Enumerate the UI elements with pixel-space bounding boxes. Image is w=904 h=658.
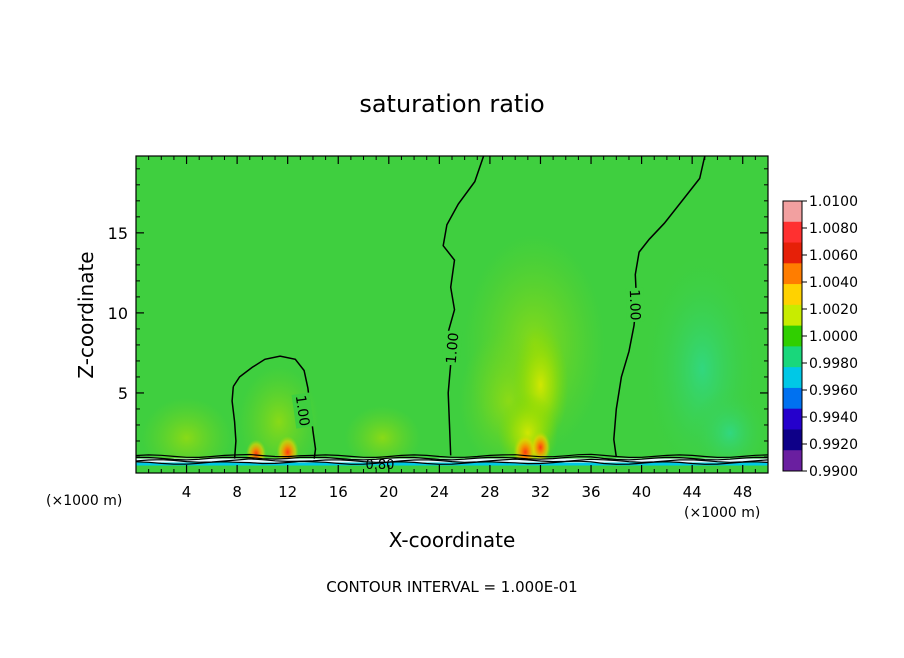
field-shade-12 [530, 431, 551, 464]
contour-label-group-2: 1.00 [625, 287, 645, 323]
y-tick-label-5: 5 [118, 384, 128, 403]
contour-label-1: 1.00 [444, 332, 463, 364]
contour-line-3 [613, 156, 706, 458]
x-tick-label-36: 36 [581, 483, 600, 501]
x-unit-left: (×1000 m) [46, 493, 122, 509]
field-shade-5 [141, 397, 232, 473]
x-tick-label-4: 4 [182, 483, 192, 501]
colorbar-label-1: 1.0080 [809, 221, 858, 237]
chart-title: saturation ratio [359, 90, 544, 118]
y-tick-label-10: 10 [108, 304, 128, 323]
colorbar-label-9: 0.9920 [809, 437, 858, 453]
contour-label-bg-0 [291, 392, 315, 429]
colorbar-swatch-8 [783, 367, 802, 389]
colorbar-label-0: 1.0100 [809, 194, 858, 210]
contour-label-group-1: 1.00 [441, 330, 463, 366]
plot-area: 1.00 1.00 1.00 0.80 [135, 155, 769, 474]
contour-label-bg-1 [441, 330, 463, 366]
x-axis-label: X-coordinate [389, 528, 516, 552]
surface-contour-label: 0.80 [365, 458, 394, 473]
x-tick-label-16: 16 [329, 483, 348, 501]
y-axis-label: Z-coordinate [74, 251, 98, 378]
colorbar-label-8: 0.9940 [809, 410, 858, 426]
contour-lines: 1.00 1.00 1.00 0.80 [136, 156, 768, 473]
contour-label-2: 1.00 [626, 289, 643, 321]
colorbar-label-7: 0.9960 [809, 383, 858, 399]
surface-contour-3 [136, 460, 768, 465]
colorbar-label-3: 1.0040 [809, 275, 858, 291]
colorbar-swatch-10 [783, 408, 802, 430]
colorbar: 1.0100 1.0080 1.0060 1.0040 1.0020 1.0000 0.99… [782, 194, 858, 480]
colorbar-swatch-12 [783, 450, 802, 472]
contour-line-0 [232, 355, 317, 459]
x-tick-label-48: 48 [733, 483, 752, 501]
colorbar-label-4: 1.0020 [809, 302, 858, 318]
colorbar-swatch-1 [783, 221, 802, 244]
x-tick-label-32: 32 [531, 483, 550, 501]
contour-label-bg-2 [625, 287, 645, 323]
y-tick-label-15: 15 [108, 224, 128, 243]
contour-label-group-0: 1.00 [291, 392, 315, 429]
contour-label-0: 1.00 [292, 394, 312, 427]
x-tick-label-8: 8 [232, 483, 242, 501]
x-tick-label-40: 40 [632, 483, 651, 501]
x-tick-label-12: 12 [278, 483, 297, 501]
colorbar-label-10: 0.9900 [809, 464, 858, 480]
surface-contour-2 [136, 458, 768, 463]
colorbar-swatch-2 [783, 242, 802, 264]
x-tick-label-20: 20 [379, 483, 398, 501]
colorbar-swatch-9 [783, 387, 802, 410]
colorbar-swatch-3 [783, 263, 802, 285]
colorbar-label-5: 1.0000 [809, 329, 858, 345]
x-tick-label-28: 28 [480, 483, 499, 501]
contour-line-2 [442, 156, 485, 456]
colorbar-swatch-4 [783, 284, 802, 306]
y-axis-ticks: 5 10 15 [108, 168, 768, 458]
colorbar-swatch-6 [783, 325, 802, 347]
x-axis-ticks: 4 8 12 16 20 24 28 32 36 40 44 48 [148, 156, 756, 501]
colorbar-label-2: 1.0060 [809, 248, 858, 264]
field-shade-8 [690, 387, 768, 473]
surface-contour-0 [136, 453, 768, 459]
field-features [136, 234, 768, 473]
colorbar-swatch-7 [783, 346, 802, 368]
contour-interval-footer: CONTOUR INTERVAL = 1.000E-01 [326, 578, 577, 596]
colorbar-swatch-11 [783, 429, 802, 451]
colorbar-swatch-0 [783, 201, 802, 223]
surface-band-light [136, 458, 768, 463]
colorbar-label-6: 0.9980 [809, 356, 858, 372]
colorbar-swatch-5 [783, 304, 802, 327]
x-tick-label-24: 24 [430, 483, 449, 501]
x-tick-label-44: 44 [683, 483, 702, 501]
surface-contour-1 [136, 456, 768, 461]
x-unit-right: (×1000 m) [684, 505, 760, 521]
contour-line-1 [231, 386, 237, 459]
field-shade-6 [344, 405, 421, 470]
